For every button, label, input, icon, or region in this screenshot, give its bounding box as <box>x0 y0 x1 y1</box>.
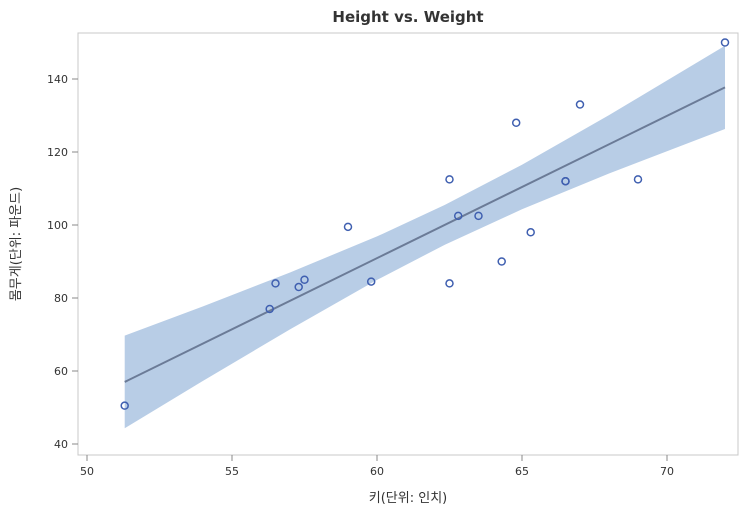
y-tick-label: 140 <box>47 73 68 86</box>
x-tick-label: 70 <box>660 465 674 478</box>
chart-title: Height vs. Weight <box>332 8 483 26</box>
data-point <box>445 279 454 288</box>
data-point <box>497 257 506 266</box>
x-tick-label: 65 <box>515 465 529 478</box>
data-point <box>633 175 643 184</box>
data-point <box>511 118 521 128</box>
y-tick-label: 80 <box>54 292 68 305</box>
y-axis-label: 몸무게(단위: 파운드) <box>9 187 24 301</box>
x-axis-label: 키(단위: 인치) <box>369 491 447 506</box>
data-point <box>265 304 274 314</box>
data-point <box>561 176 570 186</box>
x-tick-label: 60 <box>370 465 384 478</box>
data-point <box>453 211 463 221</box>
y-tick-label: 120 <box>47 146 68 159</box>
plot-frame <box>77 32 739 456</box>
fit-line <box>124 86 726 383</box>
data-point <box>720 38 730 47</box>
data-point <box>526 228 535 237</box>
data-point <box>474 211 483 221</box>
data-point <box>445 175 454 184</box>
data-point <box>366 277 376 286</box>
x-tick-label: 50 <box>80 465 94 478</box>
y-tick-label: 40 <box>54 438 68 451</box>
data-point <box>300 275 309 284</box>
data-point <box>271 279 280 288</box>
x-tick-label: 55 <box>225 465 239 478</box>
y-tick-label: 60 <box>54 365 68 378</box>
data-point <box>575 100 585 109</box>
data-point <box>294 282 303 292</box>
confidence-band <box>124 45 725 429</box>
y-tick-label: 100 <box>47 219 68 232</box>
data-point <box>343 222 353 232</box>
data-point <box>120 401 129 410</box>
